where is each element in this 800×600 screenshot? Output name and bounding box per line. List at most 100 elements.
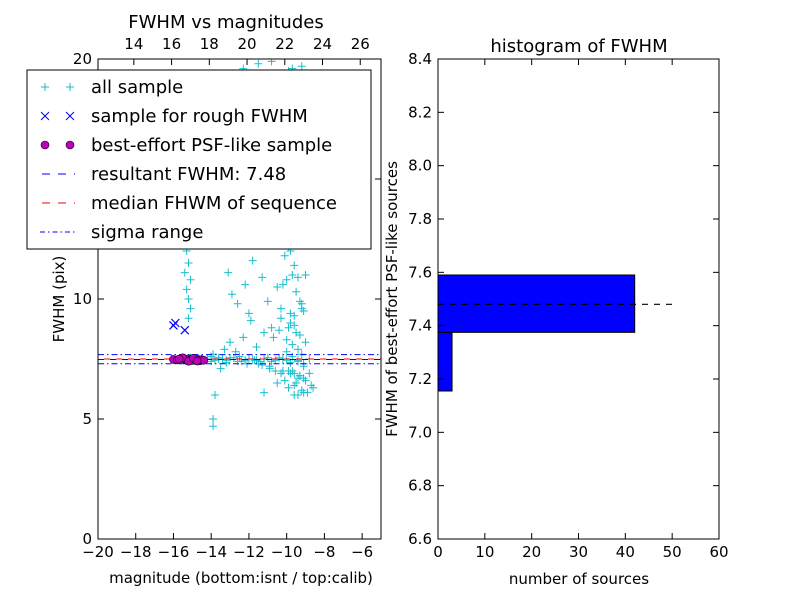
legend-label: all sample [91, 77, 183, 98]
all-sample-point [288, 271, 297, 279]
y-tick-label-right: 7.2 [408, 370, 432, 388]
all-sample-point [186, 304, 195, 313]
all-sample-point [271, 367, 280, 375]
all-sample-point [248, 256, 257, 265]
x-tick-label-right: 50 [663, 543, 682, 561]
all-sample-point [293, 273, 302, 282]
legend-entry: best-effort PSF-like sample [40, 135, 332, 156]
y-tick-label-right: 8.2 [408, 103, 432, 121]
all-sample-point [267, 323, 276, 332]
all-sample-point [292, 287, 301, 296]
all-sample-point [277, 314, 286, 323]
all-sample-point [267, 59, 276, 66]
top-x-tick-label: 26 [351, 35, 370, 53]
all-sample-point [280, 376, 289, 385]
rough-sample-point [180, 325, 190, 335]
all-sample-point [277, 369, 286, 378]
all-sample-point [244, 309, 253, 318]
x-tick-label-left: −12 [233, 543, 265, 561]
x-tick-label-left: −8 [313, 543, 335, 561]
y-axis-label-left: FWHM (pix) [50, 256, 68, 343]
all-sample-point [260, 388, 269, 397]
all-sample-point [267, 357, 276, 366]
all-sample-point [180, 268, 189, 277]
all-sample-point [263, 297, 272, 306]
all-sample-point [301, 338, 310, 347]
top-x-tick-label: 16 [162, 35, 181, 53]
all-sample-point [269, 333, 278, 342]
all-sample-point [224, 268, 233, 277]
all-sample-point [295, 297, 304, 306]
all-sample-point [288, 367, 297, 375]
all-sample-point [273, 379, 282, 387]
all-sample-point [222, 356, 231, 365]
all-sample-point [288, 340, 297, 349]
histogram-bar [437, 331, 453, 392]
legend-label: sigma range [91, 222, 203, 243]
y-tick-label-right: 7.8 [408, 210, 432, 228]
legend-entry: median FHWM of sequence [40, 193, 337, 214]
legend-label: sample for rough FWHM [91, 106, 308, 127]
x-marker-icon [65, 111, 75, 121]
y-tick-label-right: 8.0 [408, 157, 432, 175]
best-effort-sample-point [192, 356, 202, 366]
circle-marker-icon [40, 140, 50, 150]
x-tick-label-right: 0 [433, 543, 443, 561]
top-x-tick-label: 18 [200, 35, 219, 53]
all-sample-point [210, 391, 219, 399]
y-tick-label-right: 7.0 [408, 423, 432, 441]
x-tick-label-right: 60 [709, 543, 728, 561]
y-tick-label-right: 7.4 [408, 317, 432, 335]
x-tick-label-right: 20 [522, 543, 541, 561]
all-sample-point [305, 369, 314, 378]
all-sample-point [227, 290, 236, 299]
all-sample-point [263, 353, 272, 362]
y-tick-label-left: 5 [82, 410, 92, 428]
all-sample-point [278, 280, 287, 289]
all-sample-point [252, 356, 261, 365]
y-tick-label-right: 6.8 [408, 477, 432, 495]
chart-title-right: histogram of FWHM [490, 36, 667, 57]
all-sample-point [186, 275, 195, 284]
x-tick-label-right: 40 [616, 543, 635, 561]
legend: all sample sample for rough FWHM best-effo… [26, 69, 372, 250]
legend-entry: sigma range [40, 222, 203, 243]
y-tick-label-right: 7.6 [408, 263, 432, 281]
best-effort-sample-point [174, 354, 184, 364]
all-sample-point [284, 323, 293, 332]
all-sample-point [290, 261, 299, 270]
all-sample-point [290, 311, 299, 320]
all-sample-point [299, 374, 308, 383]
legend-box [26, 69, 372, 250]
legend-label: resultant FWHM: 7.48 [91, 164, 286, 185]
all-sample-point [239, 333, 248, 342]
all-sample-point [290, 391, 299, 399]
all-sample-point [252, 343, 261, 351]
all-sample-point [275, 326, 284, 335]
top-x-tick-label: 24 [313, 35, 332, 53]
x-tick-label-left: −14 [195, 543, 227, 561]
all-sample-point [254, 59, 263, 68]
x-tick-label-left: −20 [82, 543, 114, 561]
rough-sample-point [170, 318, 180, 328]
all-sample-point [309, 383, 318, 392]
all-sample-point [280, 251, 289, 260]
all-sample-point [282, 356, 291, 365]
all-sample-point [220, 345, 229, 354]
all-sample-point [293, 345, 302, 354]
all-sample-point [297, 304, 306, 313]
all-sample-point [292, 379, 301, 387]
all-sample-point [292, 328, 301, 337]
x-axis-label-right: number of sources [509, 570, 649, 588]
plus-marker-icon [66, 83, 74, 91]
plus-marker-icon [41, 83, 49, 91]
legend-label: median FHWM of sequence [91, 193, 337, 214]
all-sample-point [297, 62, 306, 71]
chart-title-left: FWHM vs magnitudes [128, 12, 323, 33]
histogram-bar [437, 274, 636, 333]
x-marker-icon [40, 111, 50, 121]
all-sample-point [282, 347, 291, 356]
x-axis-label-left: magnitude (bottom:isnt / top:calib) [109, 569, 373, 587]
all-sample-point [241, 280, 250, 289]
all-sample-point [260, 328, 269, 337]
